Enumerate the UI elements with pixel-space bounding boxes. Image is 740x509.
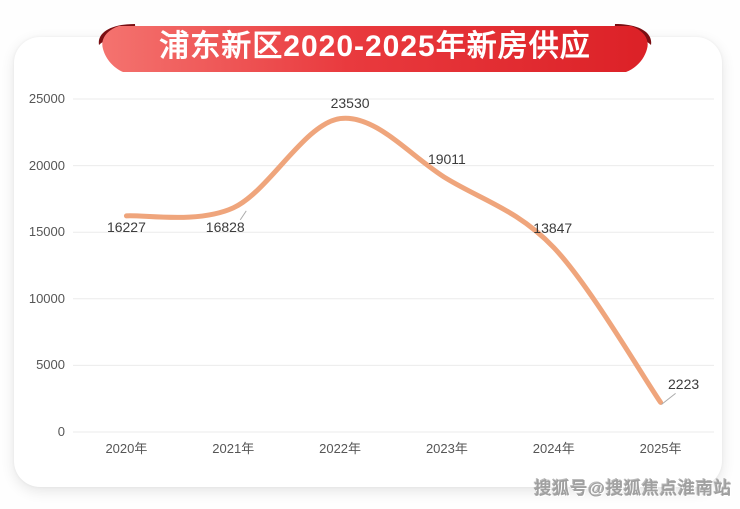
label-leader-line: [239, 210, 247, 221]
line-series: [123, 115, 664, 405]
label-leader-line: [661, 392, 676, 405]
chart-card: [14, 37, 722, 487]
ribbon-body: [102, 26, 648, 72]
title-ribbon: [98, 24, 652, 72]
watermark: 搜狐号@搜狐焦点淮南站: [534, 479, 732, 498]
chart-title: 浦东新区2020-2025年新房供应: [159, 30, 591, 63]
